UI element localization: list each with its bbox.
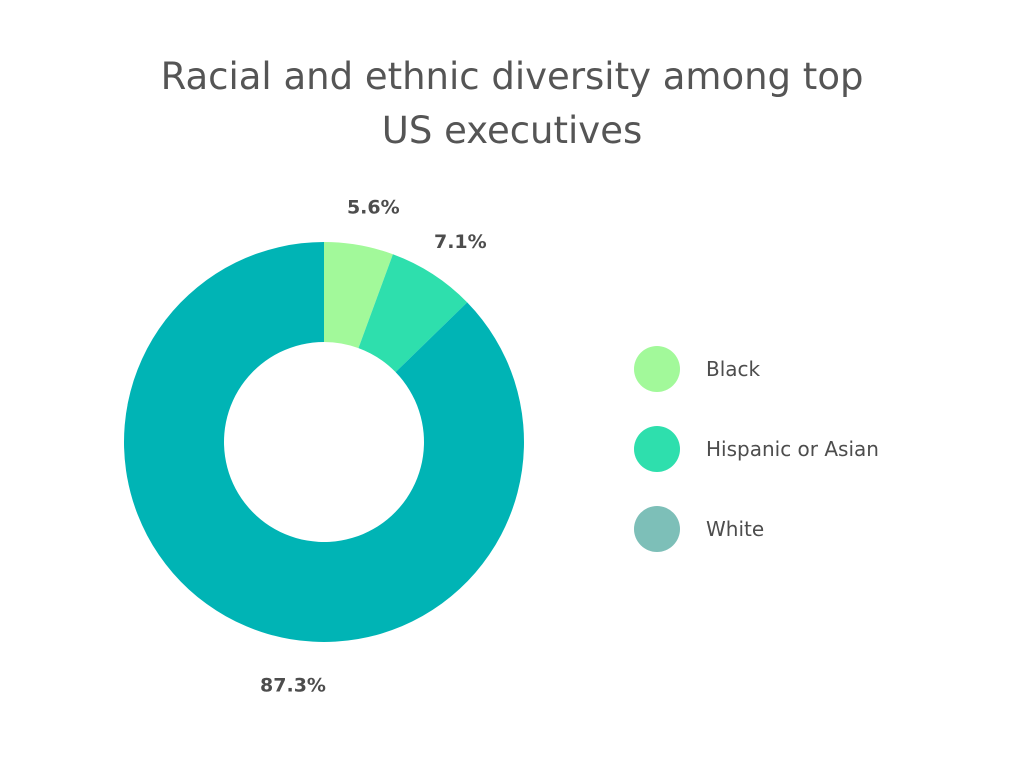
legend-item-hispanic-or-asian: Hispanic or Asian	[634, 426, 879, 472]
legend-label-black: Black	[706, 357, 761, 381]
legend-label-hispanic-or-asian: Hispanic or Asian	[706, 437, 879, 461]
legend-item-white: White	[634, 506, 879, 552]
data-label-white: 87.3%	[260, 675, 326, 697]
chart-title: Racial and ethnic diversity among top US…	[0, 50, 1024, 158]
legend-item-black: Black	[634, 346, 879, 392]
legend-swatch-black	[634, 346, 680, 392]
data-label-hispanic-or-asian: 7.1%	[434, 231, 487, 253]
legend-swatch-hispanic-or-asian	[634, 426, 680, 472]
chart-title-line-2: US executives	[381, 109, 643, 152]
slice-hispanic-or-asian	[358, 254, 468, 373]
slice-black	[324, 242, 393, 349]
legend: Black Hispanic or Asian White	[634, 346, 879, 552]
legend-swatch-white	[634, 506, 680, 552]
data-label-black: 5.6%	[347, 197, 400, 219]
chart-title-line-1: Racial and ethnic diversity among top	[160, 55, 864, 98]
slice-white	[123, 242, 524, 643]
legend-label-white: White	[706, 517, 765, 541]
